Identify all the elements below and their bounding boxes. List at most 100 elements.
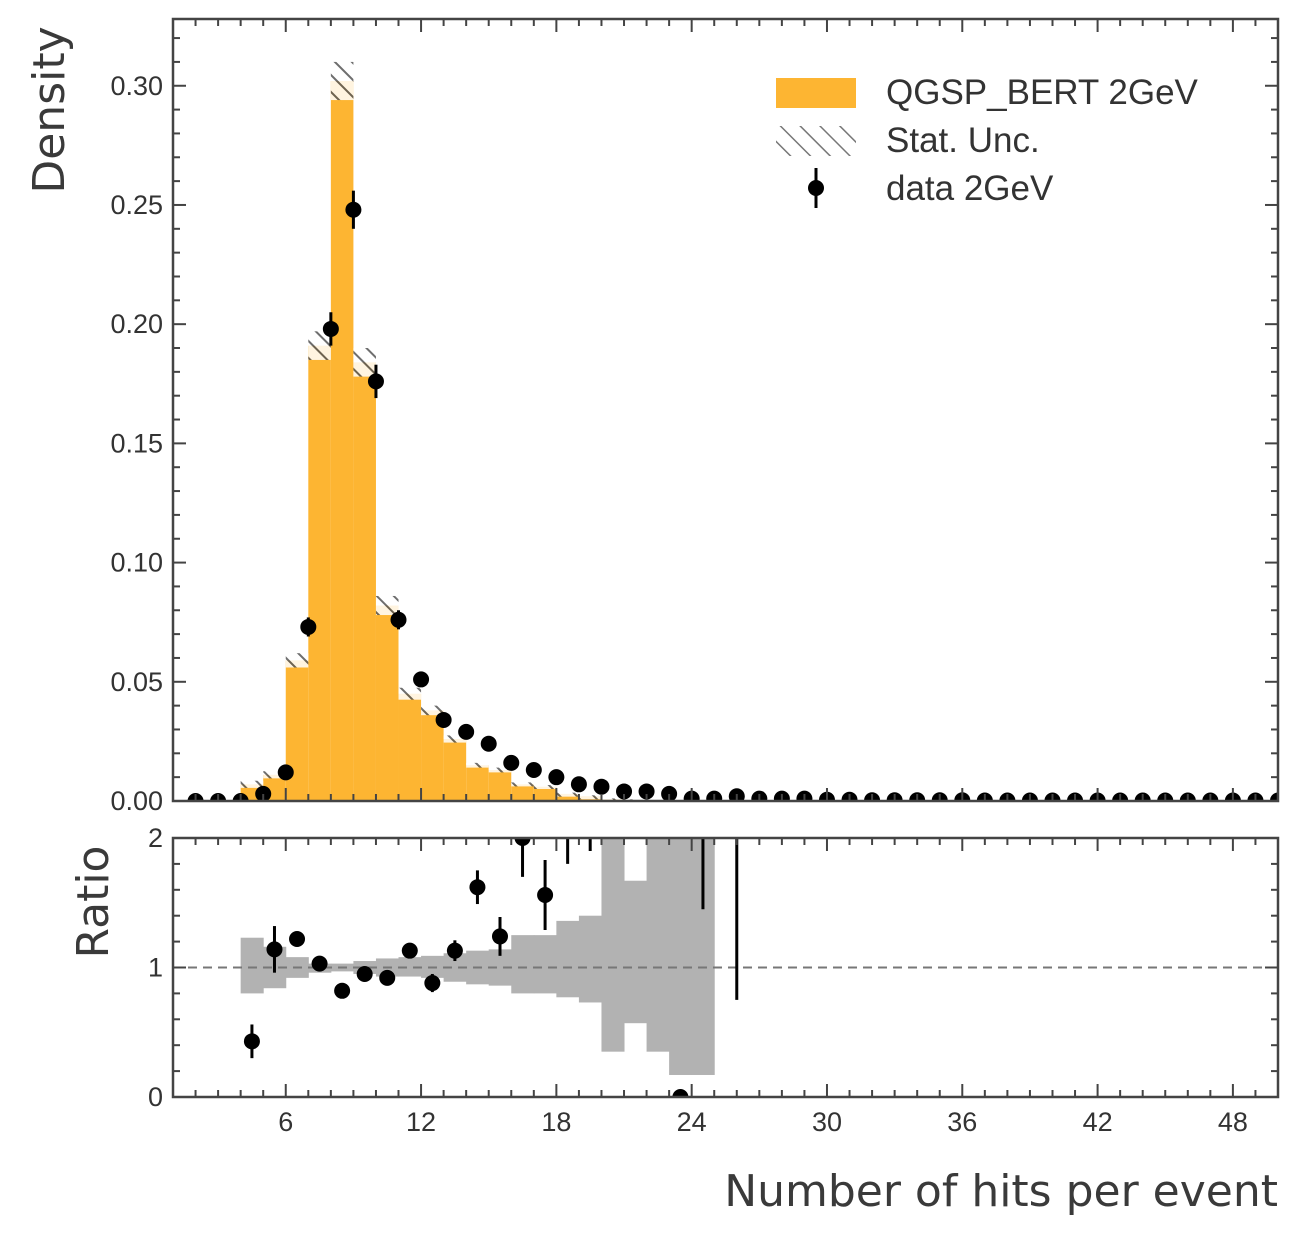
data-point <box>367 373 384 390</box>
ratio-point <box>537 886 554 903</box>
y-tick-label: 0.15 <box>110 428 163 458</box>
y-tick-label: 0.10 <box>110 548 163 578</box>
hist-bar <box>533 786 557 801</box>
legend-data-label: data 2GeV <box>886 169 1054 208</box>
data-point <box>616 783 633 800</box>
data-point <box>661 785 678 801</box>
hist-bar <box>488 770 512 801</box>
stat-unc-hatch <box>353 348 376 377</box>
stat-unc-hatch <box>511 782 534 787</box>
stat-unc-hatch <box>240 780 264 788</box>
legend-data-marker <box>808 180 824 196</box>
ratio-point <box>514 838 531 846</box>
x-axis-title: Number of hits per event <box>724 1166 1278 1217</box>
y-tick-label: 0.30 <box>110 71 163 101</box>
data-point <box>570 776 587 793</box>
ratio-point <box>695 701 711 717</box>
ratio-point <box>266 941 283 958</box>
ratio-y-axis-title: Ratio <box>68 846 119 959</box>
x-tick-label: 24 <box>677 1107 707 1137</box>
ratio-unc-band <box>533 935 557 994</box>
ratio-unc-band <box>488 949 512 986</box>
stat-unc-hatch <box>263 771 286 779</box>
main-y-axis-title: Density <box>24 26 75 193</box>
x-tick-label: 6 <box>278 1107 293 1137</box>
hist-bar <box>353 362 376 801</box>
y-tick-label: 0.25 <box>110 190 163 220</box>
stat-unc-hatch <box>308 331 331 360</box>
ratio-unc-band <box>691 838 715 1075</box>
data-point <box>480 735 497 752</box>
ratio-unc-band <box>578 915 602 1003</box>
ratio-y-tick-label: 1 <box>148 953 163 983</box>
ratio-unc-band <box>443 953 467 982</box>
data-point <box>390 611 407 628</box>
ratio-y-tick-label: 0 <box>148 1082 163 1112</box>
stat-unc-hatch <box>533 785 557 790</box>
hist-bar <box>308 345 331 801</box>
ratio-point <box>672 1089 689 1097</box>
data-point <box>345 201 362 218</box>
stat-unc-hatch <box>421 705 444 716</box>
ratio-y-tick-label: 2 <box>148 823 163 853</box>
hist-bar <box>466 765 489 801</box>
main-frame <box>171 17 1280 803</box>
ratio-point <box>491 928 508 945</box>
y-tick-label: 0.00 <box>110 786 163 816</box>
stat-unc-hatch <box>578 795 602 800</box>
ratio-point <box>469 879 486 896</box>
ratio-point <box>446 942 463 959</box>
data-point <box>1270 792 1278 801</box>
hist-bar <box>511 784 534 801</box>
hist-bar <box>421 710 444 801</box>
ratio-point <box>243 1033 260 1050</box>
ratio-point <box>729 701 745 717</box>
y-tick-label: 0.20 <box>110 309 163 339</box>
ratio-point <box>379 969 396 986</box>
x-tick-label: 12 <box>406 1107 436 1137</box>
data-point <box>525 762 542 779</box>
x-tick-label: 18 <box>541 1107 571 1137</box>
data-point <box>277 764 294 781</box>
data-point <box>638 783 655 800</box>
hist-bar <box>375 605 399 801</box>
legend-unc-swatch <box>776 126 856 156</box>
data-point <box>413 671 430 688</box>
x-tick-label: 36 <box>947 1107 977 1137</box>
data-point <box>255 785 272 801</box>
stat-unc-hatch <box>488 767 512 773</box>
stat-unc-hatch <box>285 653 309 668</box>
hist-bar <box>330 80 354 801</box>
hist-bar <box>443 739 467 801</box>
stat-unc-hatch <box>375 595 399 616</box>
ratio-point <box>289 931 306 948</box>
ratio-unc-band <box>624 880 648 1024</box>
stat-unc-hatch <box>398 687 422 700</box>
data-point <box>503 754 520 771</box>
ratio-unc-band <box>601 838 625 1052</box>
data-point <box>548 769 565 786</box>
hist-bar <box>285 660 309 801</box>
ratio-point <box>334 982 351 999</box>
ratio-unc-band <box>398 957 422 977</box>
data-point <box>458 723 475 740</box>
data-point <box>435 711 452 728</box>
legend-hist-label: QGSP_BERT 2GeV <box>886 73 1199 112</box>
stat-unc-hatch <box>601 798 625 801</box>
hist-bar <box>556 793 579 801</box>
stat-unc-hatch <box>556 792 579 797</box>
stat-unc-hatch <box>443 735 467 743</box>
ratio-point <box>311 955 328 972</box>
legend: QGSP_BERT 2GeV Stat. Unc. data 2GeV <box>776 73 1199 208</box>
data-point <box>593 778 610 795</box>
ratio-unc-band <box>556 920 580 998</box>
y-tick-label: 0.05 <box>110 667 163 697</box>
x-tick-label: 48 <box>1218 1107 1248 1137</box>
ratio-unc-band <box>646 838 670 1052</box>
hist-bar <box>398 693 422 801</box>
ratio-point <box>424 975 441 992</box>
legend-hist-swatch <box>776 78 856 108</box>
data-point <box>300 618 317 635</box>
legend-unc-label: Stat. Unc. <box>886 121 1040 160</box>
